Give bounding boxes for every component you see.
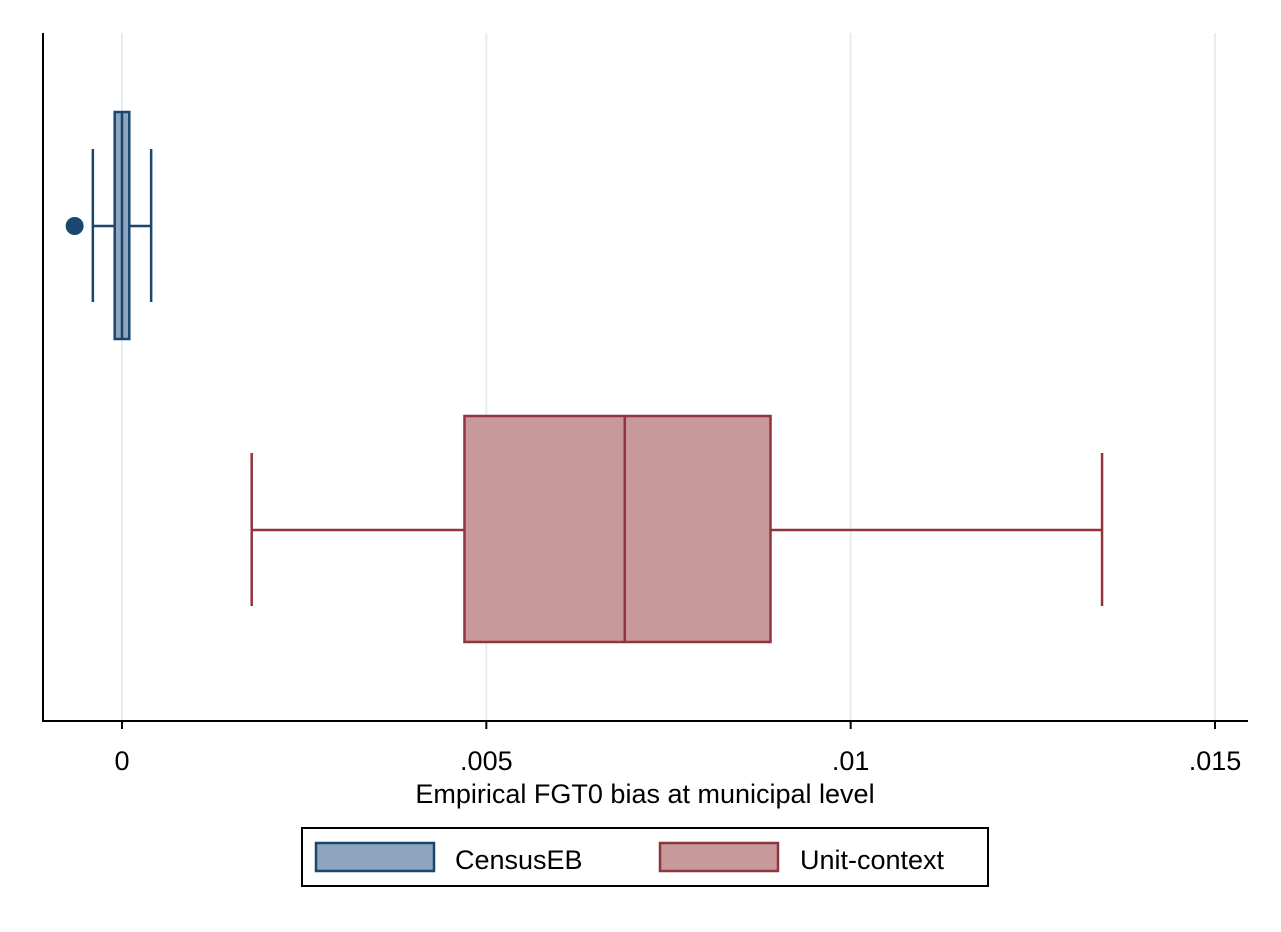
box-unit-context (250, 414, 1104, 644)
x-tick-label: .01 (832, 746, 870, 776)
x-tick-label: .005 (460, 746, 513, 776)
box-censuseb (65, 110, 153, 341)
x-axis-title: Empirical FGT0 bias at municipal level (415, 779, 874, 809)
legend-label-censuseb: CensusEB (455, 845, 583, 875)
legend-swatch-unit-context (658, 841, 780, 873)
legend-label-unit-context: Unit-context (800, 845, 945, 875)
x-tick-label: 0 (114, 746, 129, 776)
box-iqr (463, 414, 772, 644)
legend-swatch-censuseb (314, 841, 436, 873)
legend: CensusEB Unit-context (301, 827, 989, 887)
outlier-point (65, 217, 84, 235)
x-ticks: 0 .005 .01 .015 (114, 721, 1241, 776)
boxes (65, 110, 1104, 644)
x-tick-label: .015 (1189, 746, 1242, 776)
axes (42, 33, 1248, 722)
